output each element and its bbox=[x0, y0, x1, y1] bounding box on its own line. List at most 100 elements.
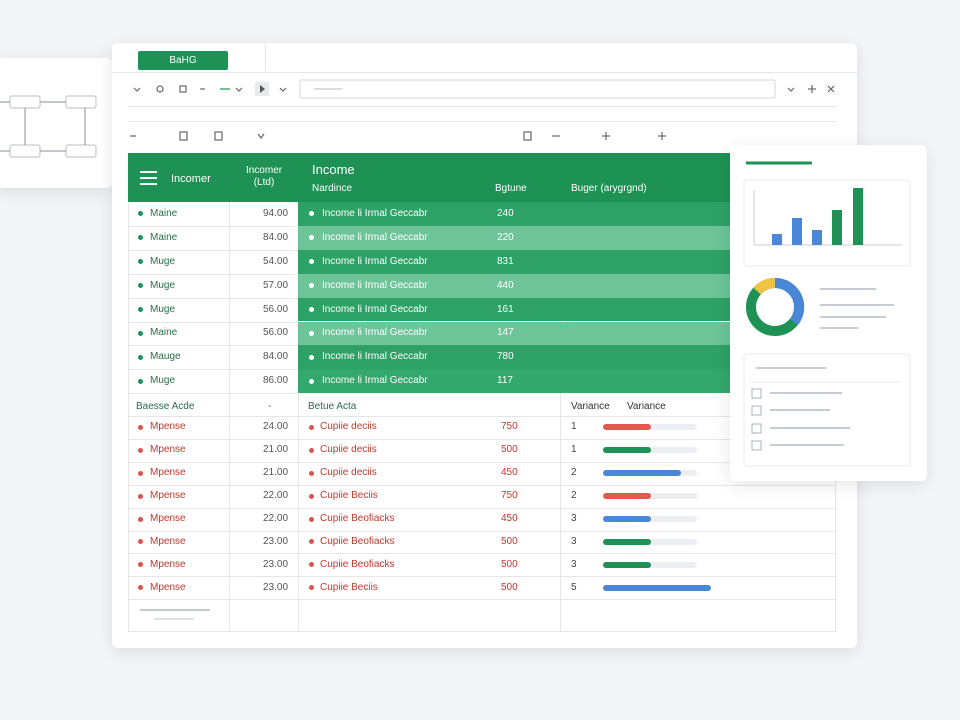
divider bbox=[128, 121, 836, 122]
bullet bbox=[138, 562, 143, 568]
bullet bbox=[309, 259, 314, 265]
row-desc: Cupiie Beciis bbox=[320, 490, 378, 502]
row-name: Maine bbox=[150, 231, 178, 243]
row-highlight bbox=[298, 321, 730, 346]
bullet bbox=[138, 283, 143, 289]
row-amount: 23.00 bbox=[263, 535, 289, 547]
footer-line bbox=[154, 618, 194, 620]
progress-bar bbox=[603, 538, 651, 545]
row-line bbox=[128, 461, 836, 463]
row-value: 147 bbox=[497, 327, 514, 339]
row-line bbox=[128, 345, 298, 347]
row-variance: 3 bbox=[571, 535, 577, 547]
row-amount: 86.00 bbox=[263, 375, 289, 387]
row-name: Mpense bbox=[150, 513, 186, 525]
row-value: 117 bbox=[497, 375, 513, 387]
row-amount: 21.00 bbox=[263, 467, 289, 479]
bullet bbox=[138, 493, 143, 499]
bullet bbox=[138, 447, 143, 453]
row-amount: 84.00 bbox=[263, 231, 289, 243]
column-line bbox=[229, 202, 230, 632]
row-variance: 2 bbox=[571, 490, 577, 502]
bullet bbox=[138, 307, 143, 313]
row-name: Maine bbox=[150, 327, 178, 339]
progress-bar bbox=[603, 424, 651, 431]
row-value: 450 bbox=[501, 513, 518, 525]
row-line bbox=[128, 393, 298, 395]
bullet bbox=[138, 259, 143, 265]
row-highlight bbox=[298, 202, 730, 226]
section-label: Betue Acta bbox=[308, 401, 357, 412]
row-highlight bbox=[298, 345, 730, 370]
bullet bbox=[309, 235, 314, 241]
row-desc: Cupiie deciis bbox=[320, 444, 377, 456]
row-desc: Income li Irmal Geccabr bbox=[322, 303, 428, 315]
bullet bbox=[138, 585, 143, 591]
row-highlight bbox=[298, 369, 730, 394]
row-desc: Cupiie deciis bbox=[320, 467, 377, 479]
row-desc: Cupiie Beofiacks bbox=[320, 513, 395, 525]
bullet bbox=[138, 516, 143, 522]
row-line bbox=[128, 321, 298, 323]
row-amount: 84.00 bbox=[263, 351, 289, 363]
row-desc: Income li Irmal Geccabr bbox=[322, 279, 428, 291]
row-variance: 3 bbox=[571, 558, 577, 570]
row-variance: 1 bbox=[571, 421, 577, 433]
tab-label: BaHG bbox=[169, 55, 197, 66]
row-variance: 5 bbox=[571, 581, 577, 593]
row-desc: Income li Irmal Geccabr bbox=[322, 351, 428, 363]
bullet bbox=[309, 447, 314, 453]
row-amount: 56.00 bbox=[263, 303, 289, 315]
menu-icon[interactable] bbox=[140, 171, 158, 185]
row-value: 440 bbox=[497, 279, 514, 291]
header-label: Bgtune bbox=[495, 183, 527, 194]
bullet bbox=[309, 211, 314, 217]
bullet bbox=[309, 516, 314, 522]
row-highlight bbox=[298, 297, 730, 322]
row-line bbox=[128, 484, 836, 486]
section-label: - bbox=[268, 401, 272, 412]
row-value: 500 bbox=[501, 535, 518, 547]
side-panel bbox=[730, 145, 927, 481]
tab-button[interactable]: BaHG bbox=[138, 51, 228, 70]
bullet bbox=[138, 235, 143, 241]
row-desc: Income li Irmal Geccabr bbox=[322, 255, 428, 267]
row-value: 500 bbox=[501, 444, 518, 456]
row-desc: Income li Irmal Geccabr bbox=[322, 327, 428, 339]
row-value: 750 bbox=[501, 490, 518, 502]
header-title: Income bbox=[312, 162, 355, 177]
side-panel-graphics bbox=[743, 161, 911, 467]
row-desc: Cupiie Beofiacks bbox=[320, 535, 395, 547]
row-line bbox=[128, 249, 298, 251]
toolbar-icons bbox=[130, 79, 835, 141]
bullet bbox=[309, 330, 314, 336]
row-variance: 3 bbox=[571, 513, 577, 525]
progress-bar bbox=[603, 447, 651, 454]
progress-bar bbox=[603, 561, 651, 568]
row-highlight bbox=[298, 225, 730, 250]
row-amount: 22.00 bbox=[263, 513, 289, 525]
bullet bbox=[138, 211, 143, 217]
row-value: 780 bbox=[497, 351, 514, 363]
row-value: 240 bbox=[497, 207, 514, 219]
row-name: Mauge bbox=[150, 351, 181, 363]
divider bbox=[128, 106, 836, 107]
row-value: 220 bbox=[497, 231, 514, 243]
section-label: Variance bbox=[571, 401, 610, 412]
table-header bbox=[128, 153, 730, 202]
row-amount: 24.00 bbox=[263, 421, 289, 433]
row-line bbox=[128, 507, 836, 509]
diagram bbox=[0, 95, 97, 158]
row-line bbox=[128, 438, 836, 440]
row-name: Mpense bbox=[150, 444, 186, 456]
bullet bbox=[309, 470, 314, 476]
row-name: Mpense bbox=[150, 467, 186, 479]
row-line bbox=[128, 273, 298, 275]
section-label: Baesse Acde bbox=[136, 401, 195, 412]
progress-bar bbox=[603, 584, 711, 591]
row-amount: 21.00 bbox=[263, 444, 289, 456]
bullet bbox=[138, 539, 143, 545]
bullet bbox=[138, 330, 143, 336]
row-amount: 23.00 bbox=[263, 581, 289, 593]
row-amount: 57.00 bbox=[263, 279, 289, 291]
